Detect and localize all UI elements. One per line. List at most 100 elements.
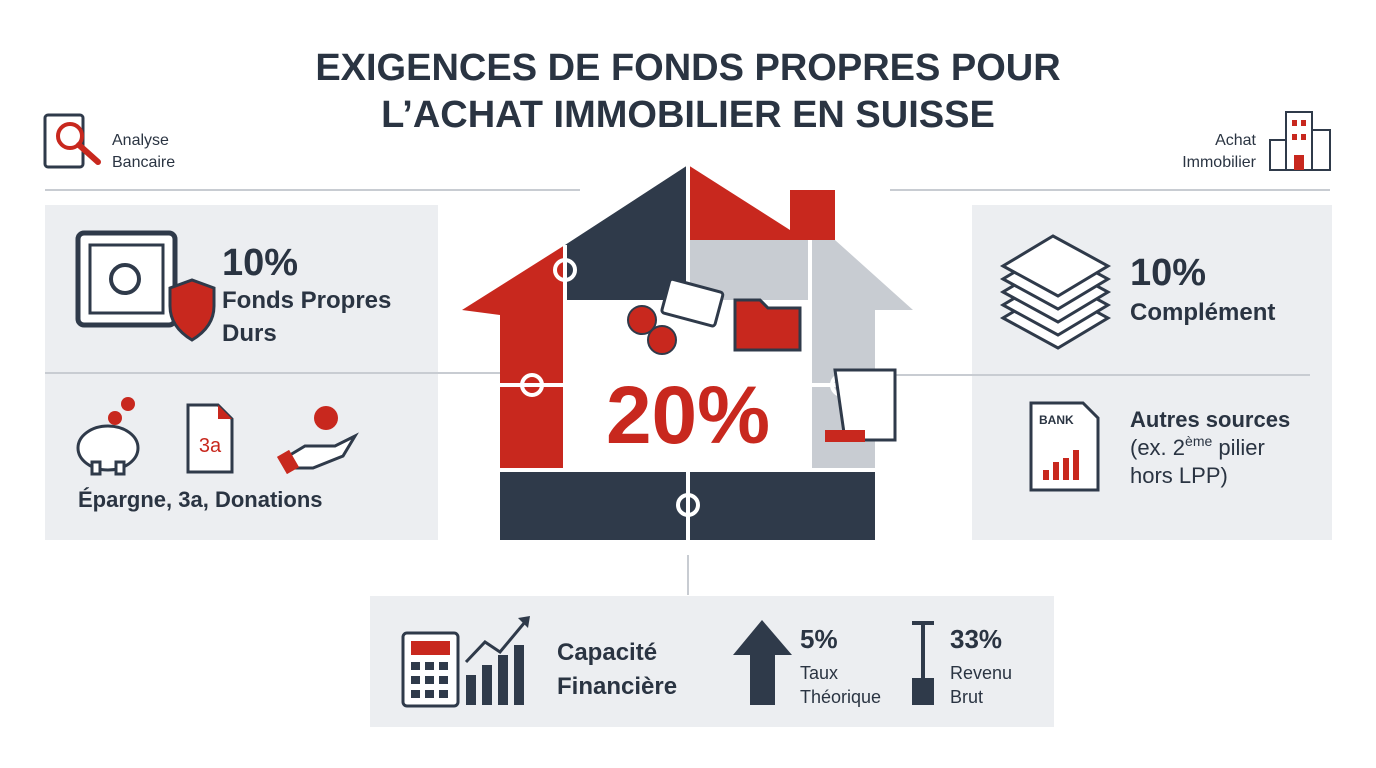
icon-shape: [108, 411, 122, 425]
icon-shape: [1292, 134, 1297, 140]
icon-shape: [912, 678, 934, 705]
icon-shape: [688, 165, 790, 240]
icon-shape: [109, 263, 141, 295]
bottom-label: Capacité: [557, 639, 657, 666]
icon-label: BANK: [1039, 413, 1074, 427]
icon-shape: [411, 676, 420, 684]
icon-shape: [825, 430, 865, 442]
icon-shape: [314, 406, 338, 430]
building-icon: [1269, 111, 1331, 171]
icon-shape: [276, 449, 300, 475]
detail-part: pilier: [1212, 435, 1265, 460]
donation-icon: [276, 406, 359, 475]
icon-shape: [1292, 120, 1297, 126]
panel-label: Complément: [1130, 299, 1275, 326]
icon-shape: [168, 278, 216, 342]
icon-shape: [56, 122, 84, 150]
icon-shape: [660, 277, 725, 328]
icon-shape: [464, 621, 527, 664]
icon-shape: [1073, 450, 1079, 480]
icon-shape: [282, 432, 359, 470]
bottom-label: Financière: [557, 673, 677, 700]
icon-shape: [218, 405, 232, 419]
icon-shape: [121, 397, 135, 411]
icon-shape: [553, 258, 577, 282]
icon-shape: [88, 243, 165, 315]
calculator-chart-icon: [401, 616, 530, 708]
icon-shape: [411, 645, 524, 705]
icon-shape: [833, 368, 897, 442]
icon-shape: [75, 230, 178, 328]
left-label: Analyse: [112, 132, 169, 149]
up-arrow: [733, 620, 792, 705]
icon-shape: [514, 645, 524, 705]
right-label: Achat: [1215, 132, 1256, 149]
icon-shape: [439, 690, 448, 698]
income-label: Brut: [950, 687, 983, 707]
icon-shape: [647, 325, 677, 355]
icon-shape: [1301, 120, 1306, 126]
icon-shape: [466, 675, 476, 705]
ratio-icon: [912, 621, 934, 705]
icon-shape: [76, 424, 140, 472]
sources-title: Autres sources: [1130, 407, 1290, 432]
sources-detail: hors LPP): [1130, 463, 1228, 488]
icon-shape: [1269, 139, 1287, 171]
icon-shape: [114, 460, 126, 476]
icon-shape: [425, 662, 434, 670]
bank-document-icon: [1029, 401, 1100, 492]
icon-shape: [482, 665, 492, 705]
rate-label: Taux: [800, 663, 838, 683]
right-label: Immobilier: [1182, 154, 1256, 171]
paper-stack-icon: [999, 234, 1112, 350]
icon-shape: [425, 690, 434, 698]
icon-shape: [1043, 470, 1049, 480]
center-percent: 20%: [606, 370, 770, 461]
title: EXIGENCES DE FONDS PROPRES POUR L’ACHAT …: [315, 47, 1060, 136]
rate-percent: 5%: [800, 624, 838, 654]
icon-shape: [688, 240, 913, 310]
icon-shape: [1311, 129, 1331, 171]
panel-label: Durs: [222, 320, 277, 347]
icon-shape: [425, 676, 434, 684]
icon-shape: [90, 460, 102, 476]
sources: Épargne, 3a, Donations: [78, 487, 323, 512]
bottom-panel: [370, 596, 1054, 727]
percent: 10%: [222, 242, 298, 284]
rate-label: Théorique: [800, 687, 881, 707]
icon-shape: [411, 641, 450, 655]
icon-shape: [462, 245, 565, 315]
percent: 10%: [1130, 252, 1206, 294]
icon-shape: [439, 676, 448, 684]
income-percent: 33%: [950, 624, 1002, 654]
title-line: EXIGENCES DE FONDS PROPRES POUR: [315, 47, 1060, 89]
icon-shape: [1063, 458, 1069, 480]
icon-shape: [676, 493, 700, 517]
icon-shape: [627, 305, 657, 335]
income-label: Revenu: [950, 663, 1012, 683]
safe-icon: [75, 230, 216, 342]
icon-shape: [565, 165, 688, 245]
icon-shape: [565, 245, 688, 300]
icon-shape: [999, 234, 1112, 298]
icon-shape: [186, 403, 234, 474]
icon-shape: [518, 616, 530, 628]
icon-shape: [1029, 401, 1100, 492]
superscript: ème: [1185, 433, 1212, 449]
detail-part: (ex. 2: [1130, 435, 1185, 460]
icon-shape: [76, 142, 101, 165]
icon-shape: [733, 298, 802, 352]
icon-shape: [439, 662, 448, 670]
document-3a-icon: [186, 403, 234, 474]
icon-shape: [520, 373, 544, 397]
icon-shape: [411, 690, 420, 698]
title-line: L’ACHAT IMMOBILIER EN SUISSE: [381, 94, 995, 136]
icon-shape: [1301, 134, 1306, 140]
icon-label: 3a: [199, 435, 222, 457]
sources-detail: (ex. 2ème pilier: [1130, 433, 1265, 460]
icon-shape: [411, 662, 420, 670]
piggy-bank-icon: [76, 397, 140, 476]
bank-analysis-icon: [43, 113, 101, 169]
